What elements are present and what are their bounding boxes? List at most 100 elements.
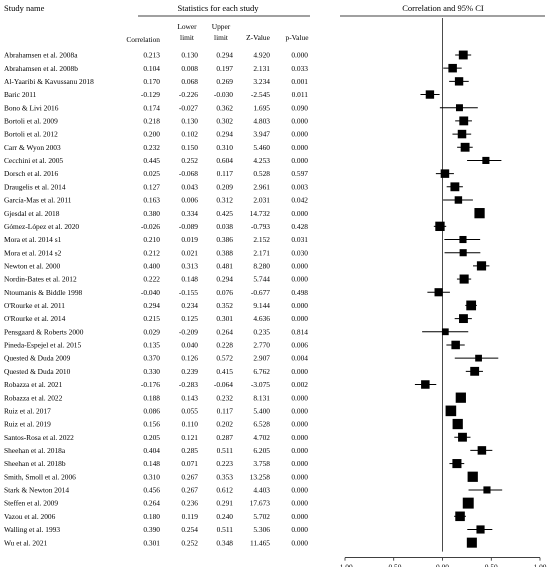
col-pvalue-cell: 0.011 [292, 90, 309, 99]
effect-size-marker [459, 314, 468, 324]
x-tick-label: -1.00 [337, 563, 353, 567]
col-zvalue-cell: 5.306 [253, 525, 270, 534]
col-zvalue-cell: 4.403 [253, 486, 270, 495]
header-upper-2: limit [214, 33, 229, 42]
effect-size-marker [462, 497, 474, 509]
col-lower-cell: 0.125 [181, 314, 198, 323]
col-zvalue-cell: 6.205 [253, 446, 270, 455]
effect-size-marker [476, 261, 487, 271]
col-lower-cell: -0.209 [179, 327, 198, 336]
study-name: Ruiz et al. 2017 [4, 406, 51, 415]
col-upper-cell: 0.228 [216, 341, 233, 350]
effect-size-marker [445, 405, 457, 417]
col-upper-cell: 0.572 [216, 354, 233, 363]
col-upper-cell: 0.117 [217, 406, 234, 415]
col-correlation-cell: 0.218 [143, 117, 160, 126]
col-pvalue-cell: 0.006 [291, 341, 308, 350]
effect-size-marker [482, 156, 490, 164]
col-upper-cell: 0.294 [216, 130, 233, 139]
col-pvalue-cell: 0.000 [291, 420, 308, 429]
col-correlation-cell: 0.301 [143, 538, 160, 547]
col-upper-cell: 0.511 [217, 525, 234, 534]
x-tick-label: 0.50 [485, 563, 498, 567]
effect-size-marker [457, 129, 467, 139]
col-pvalue-cell: 0.033 [291, 64, 308, 73]
col-pvalue-cell: 0.001 [291, 77, 308, 86]
col-upper-cell: 0.511 [217, 446, 234, 455]
col-zvalue-cell: 4.702 [253, 433, 270, 442]
col-upper-cell: 0.294 [216, 51, 233, 60]
effect-size-marker [452, 459, 462, 469]
effect-size-marker [454, 196, 463, 204]
col-zvalue-cell: 2.031 [253, 196, 270, 205]
col-pvalue-cell: 0.000 [291, 275, 308, 284]
study-name: Bortoli et al. 2012 [4, 130, 58, 139]
col-lower-cell: -0.155 [179, 288, 198, 297]
effect-size-marker [434, 288, 443, 297]
effect-size-marker [459, 274, 469, 284]
col-zvalue-cell: 3.947 [253, 130, 270, 139]
col-zvalue-cell: 8.280 [253, 261, 270, 270]
col-zvalue-cell: 1.695 [253, 103, 270, 112]
col-pvalue-cell: 0.004 [291, 354, 308, 363]
col-upper-cell: 0.481 [216, 261, 233, 270]
col-pvalue-cell: 0.000 [291, 512, 308, 521]
col-correlation-cell: -0.176 [141, 380, 160, 389]
col-correlation-cell: 0.205 [143, 433, 160, 442]
col-upper-cell: 0.302 [216, 117, 233, 126]
col-zvalue-cell: 3.234 [253, 77, 270, 86]
col-zvalue-cell: 2.770 [253, 341, 270, 350]
effect-size-marker [459, 116, 469, 126]
effect-size-marker [452, 418, 463, 430]
study-name: Mora et al. 2014 s2 [4, 248, 62, 257]
effect-size-marker [455, 392, 466, 403]
col-lower-cell: 0.008 [181, 64, 198, 73]
col-upper-cell: 0.264 [216, 327, 233, 336]
study-name: Carr & Wyon 2003 [4, 143, 61, 152]
study-name: Santos-Rosa et al. 2022 [4, 433, 74, 442]
col-upper-cell: 0.209 [216, 182, 233, 191]
col-correlation-cell: 0.025 [143, 169, 160, 178]
col-correlation-cell: 0.330 [143, 367, 160, 376]
col-lower-cell: 0.267 [181, 486, 198, 495]
col-lower-cell: -0.068 [179, 169, 198, 178]
study-name: Newton et al. 2000 [4, 261, 61, 270]
col-correlation-cell: 0.400 [143, 261, 160, 270]
col-pvalue-cell: 0.000 [291, 486, 308, 495]
col-zvalue-cell: 2.907 [253, 354, 270, 363]
x-axis: -1.00 -0.50 0.00 0.50 1.00 [337, 557, 547, 567]
col-lower-cell: 0.019 [181, 235, 198, 244]
col-pvalue-cell: 0.003 [291, 182, 308, 191]
x-tick-label: 1.00 [534, 563, 547, 567]
col-lower-cell: 0.239 [181, 367, 198, 376]
col-zvalue-cell: 5.460 [253, 143, 270, 152]
col-correlation-cell: 0.456 [143, 486, 160, 495]
study-name: García-Mas et al. 2011 [4, 196, 72, 205]
col-lower-cell: 0.126 [181, 354, 198, 363]
study-name: Nordin-Bates et al. 2012 [4, 275, 77, 284]
x-tick-label: 0.00 [436, 563, 449, 567]
study-name: O'Rourke et al. 2014 [4, 314, 66, 323]
col-lower-cell: 0.313 [181, 261, 198, 270]
col-upper-cell: 0.269 [216, 77, 233, 86]
col-upper-cell: 0.612 [216, 486, 233, 495]
col-upper-cell: 0.038 [216, 222, 233, 231]
col-lower-cell: 0.252 [181, 538, 198, 547]
col-pvalue-cell: 0.428 [291, 222, 308, 231]
col-lower-cell: 0.254 [181, 525, 198, 534]
effect-size-marker [450, 182, 460, 192]
effect-size-marker [470, 366, 480, 376]
header-lower-2: limit [180, 33, 195, 42]
study-name: Draugelis et al. 2014 [4, 182, 66, 191]
col-zvalue-cell: 0.528 [253, 169, 270, 178]
col-pvalue-cell: 0.000 [291, 433, 308, 442]
col-correlation-cell: -0.026 [141, 222, 160, 231]
col-zvalue-cell: 0.235 [253, 327, 270, 336]
col-zvalue-cell: 8.131 [253, 393, 270, 402]
col-zvalue-cell: 5.702 [253, 512, 270, 521]
col-zvalue-cell: 11.465 [250, 538, 270, 547]
effect-size-marker [455, 511, 465, 522]
col-correlation-cell: 0.215 [143, 314, 160, 323]
header-zvalue: Z-Value [246, 33, 271, 42]
study-name: Gjesdal et al. 2018 [4, 209, 60, 218]
